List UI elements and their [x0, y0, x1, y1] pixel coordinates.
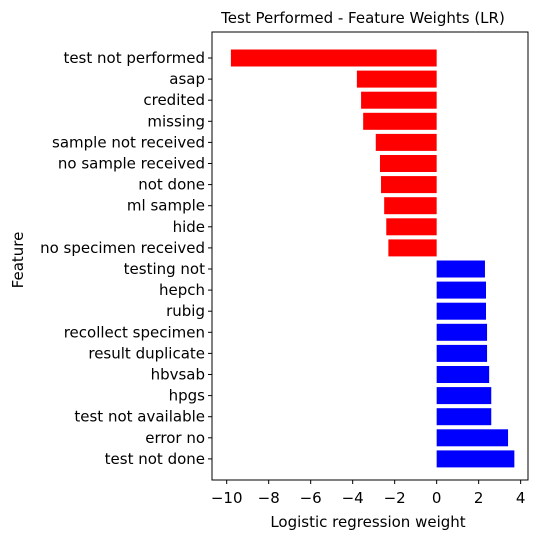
- x-tick-label: −8: [258, 489, 280, 507]
- category-label: asap: [169, 70, 205, 88]
- bar: [436, 387, 492, 405]
- category-label: test not available: [74, 408, 205, 426]
- x-tick-label: −4: [342, 489, 364, 507]
- bar: [384, 197, 437, 215]
- x-tick-label: 4: [516, 489, 526, 507]
- bar: [436, 260, 485, 278]
- bar: [381, 176, 437, 194]
- bars-group: [230, 49, 515, 468]
- bar: [361, 91, 437, 109]
- category-label: sample not received: [52, 133, 205, 151]
- category-label: test not done: [105, 450, 205, 468]
- x-tick-label: −6: [300, 489, 322, 507]
- x-axis: −10 −8 −6 −4 −2 0 2 4: [211, 480, 526, 507]
- category-label: credited: [143, 91, 205, 109]
- category-label: missing: [147, 112, 205, 130]
- bar: [363, 112, 437, 130]
- category-label: hepch: [159, 281, 205, 299]
- bar: [388, 239, 437, 257]
- x-tick-label: 2: [474, 489, 484, 507]
- x-axis-label: Logistic regression weight: [270, 513, 465, 531]
- category-label: rubig: [166, 302, 205, 320]
- category-label: hbvsab: [151, 366, 205, 384]
- category-label: hide: [173, 218, 205, 236]
- bar: [436, 281, 487, 299]
- bar: [386, 218, 437, 236]
- bar: [436, 323, 488, 341]
- bar: [436, 429, 509, 447]
- category-label: error no: [145, 429, 205, 447]
- category-label: testing not: [124, 260, 205, 278]
- bar: [436, 344, 488, 362]
- bar: [436, 302, 487, 320]
- x-tick-label: −2: [384, 489, 406, 507]
- bar: [375, 133, 437, 151]
- category-labels-group: test not performed asap credited missing sam…: [40, 49, 212, 468]
- bar: [436, 408, 492, 426]
- category-label: result duplicate: [88, 344, 205, 362]
- bar: [379, 155, 437, 172]
- category-label: test not performed: [63, 49, 205, 67]
- x-tick-label: −10: [211, 489, 243, 507]
- category-label: ml sample: [127, 197, 205, 215]
- bar: [356, 70, 437, 88]
- category-label: hpgs: [169, 387, 206, 405]
- plot-frame: [211, 31, 529, 481]
- category-label: no sample received: [58, 155, 205, 173]
- bar: [436, 366, 490, 383]
- category-label: recollect specimen: [64, 323, 205, 341]
- x-tick-label: 0: [432, 489, 442, 507]
- bar: [230, 49, 437, 67]
- y-axis-label: Feature: [9, 232, 27, 289]
- bar: [436, 450, 515, 468]
- chart-title: Test Performed - Feature Weights (LR): [220, 9, 505, 27]
- category-label: no specimen received: [40, 239, 205, 257]
- category-label: not done: [138, 176, 205, 194]
